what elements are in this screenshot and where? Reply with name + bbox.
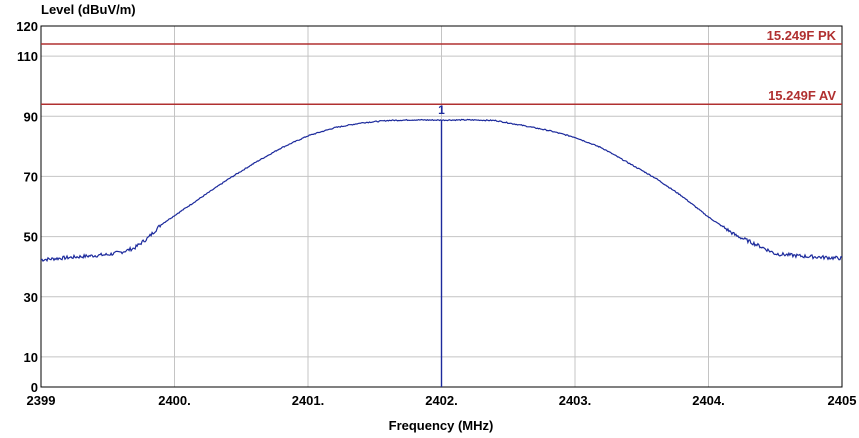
y-tick-label: 10 (24, 350, 38, 365)
limit-label: 15.249F PK (767, 28, 837, 43)
tick-labels: 2399 2400. 2401. 2402. 2403. 2404. 2405 0 10 30 50… (16, 19, 856, 408)
marker-group: 1 (438, 103, 445, 387)
limit-lines: 15.249F PK 15.249F AV (41, 28, 842, 105)
x-tick-label: 2402. (425, 393, 458, 408)
x-tick-label: 2399 (27, 393, 56, 408)
marker-label: 1 (438, 103, 445, 117)
y-tick-label: 90 (24, 109, 38, 124)
x-tick-label: 2405 (828, 393, 857, 408)
y-tick-label: 50 (24, 230, 38, 245)
y-tick-label: 0 (31, 380, 38, 395)
y-tick-label: 70 (24, 169, 38, 184)
y-axis-label: Level (dBuV/m) (41, 2, 136, 17)
x-axis-label: Frequency (MHz) (389, 418, 494, 433)
x-tick-label: 2401. (292, 393, 325, 408)
x-tick-label: 2403. (559, 393, 592, 408)
x-tick-label: 2400. (158, 393, 191, 408)
x-tick-label: 2404. (692, 393, 725, 408)
limit-label: 15.249F AV (768, 88, 836, 103)
y-tick-label: 120 (16, 19, 38, 34)
y-tick-label: 30 (24, 290, 38, 305)
y-tick-label: 110 (17, 49, 38, 64)
